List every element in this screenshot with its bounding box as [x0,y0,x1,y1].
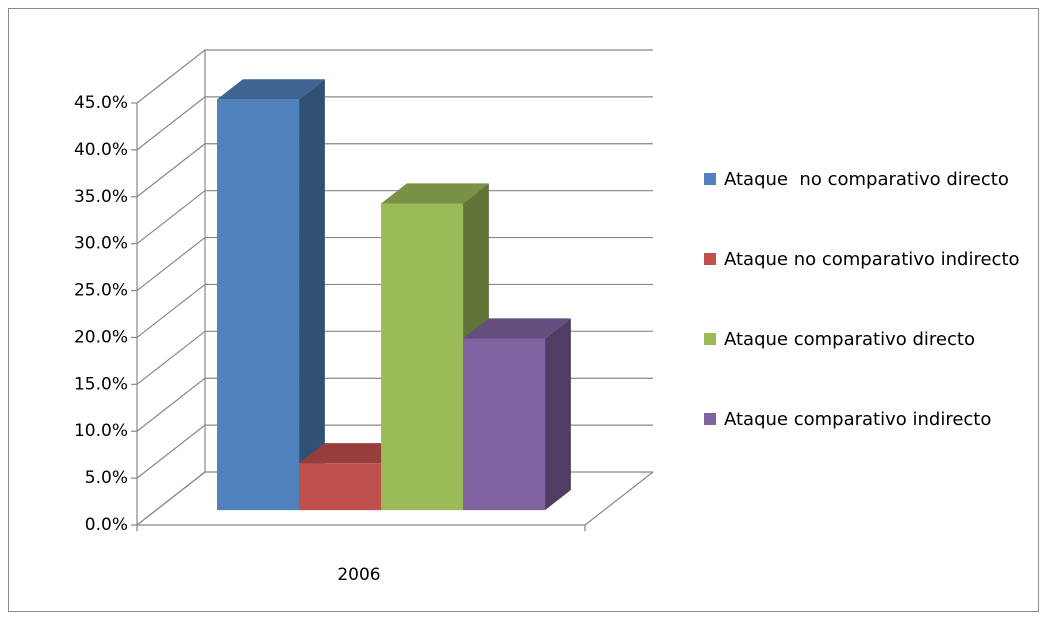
bar-top [299,443,407,464]
legend-swatch [704,253,716,265]
bar-top [217,79,325,100]
legend: Ataque no comparativo directo Ataque no c… [704,166,1034,486]
legend-swatch [704,333,716,345]
bar-side [545,318,571,511]
legend-swatch [704,413,716,425]
bar-front [381,203,464,511]
y-tick-label: 10.0% [74,421,128,441]
grid-line [136,96,653,151]
y-tick-label: 15.0% [74,374,128,394]
y-tick-label: 25.0% [74,281,128,301]
y-tick-label: 35.0% [74,187,128,207]
grid-line [136,190,653,245]
y-tick-label: 5.0% [85,468,128,488]
legend-item: Ataque no comparativo directo [704,166,1034,246]
bar-top [381,183,489,204]
grid-line [136,143,653,198]
grid-line [136,283,653,338]
bar-front [217,99,300,511]
legend-label: Ataque no comparativo directo [724,169,1009,190]
legend-item: Ataque comparativo indirecto [704,406,1034,486]
legend-label: Ataque no comparativo indirecto [724,249,1020,270]
grid-line [136,236,653,292]
y-tick-label: 45.0% [74,93,128,113]
legend-label: Ataque comparativo indirecto [724,409,992,430]
legend-label: Ataque comparativo directo [724,329,975,350]
floor-right-edge [584,471,654,526]
legend-item: Ataque comparativo directo [704,326,1034,406]
y-tick-label: 0.0% [85,515,128,535]
legend-item: Ataque no comparativo indirecto [704,246,1034,326]
bar-front [299,463,382,511]
y-tick-label: 20.0% [74,327,128,347]
y-tick-label: 30.0% [74,234,128,254]
legend-swatch [704,173,716,185]
grid-line [136,49,653,104]
y-tick-label: 40.0% [74,140,128,160]
bar-top [463,318,571,339]
bar-front [463,338,546,511]
bar-side [299,79,325,511]
x-tick-label: 2006 [337,565,380,585]
chart-frame [8,8,1039,612]
